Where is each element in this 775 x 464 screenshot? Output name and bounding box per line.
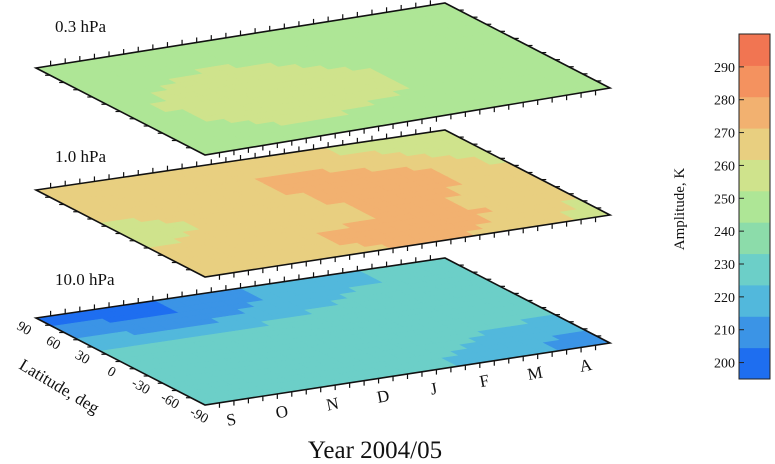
colorbar-tick-label: 200	[714, 357, 735, 372]
layer-label-0.3-hpa: 0.3 hPa	[55, 17, 106, 36]
colorbar-swatch	[739, 34, 770, 66]
colorbar-swatch	[739, 253, 770, 286]
x-axis-label: Year 2004/05	[308, 437, 442, 464]
layer-surface-2	[33, 255, 613, 408]
y-tick-label: -90	[187, 405, 211, 427]
colorbar-tick-label: 240	[714, 225, 735, 240]
y-tick-label: 30	[72, 348, 92, 368]
colorbar-tick-label: 230	[714, 258, 735, 273]
y-axis-label: Latitude, deg	[16, 355, 103, 418]
layer-label-10.0-hpa: 10.0 hPa	[55, 270, 115, 289]
colorbar: 200 210 220 230 240 250 260 270 280 290	[714, 33, 771, 380]
colorbar-tick-label: 260	[714, 159, 735, 174]
y-tick-label: 60	[43, 333, 63, 353]
colorbar-swatch	[739, 222, 770, 255]
colorbar-frame	[738, 33, 771, 380]
y-tick-label: 90	[14, 319, 34, 339]
x-tick-label: N	[325, 394, 341, 415]
colorbar-tick-label: 290	[714, 61, 735, 76]
layers-group	[33, 0, 613, 408]
layer-surface-0	[33, 0, 613, 158]
x-tick-label: F	[478, 371, 491, 391]
colorbar-swatch	[739, 96, 770, 129]
layer-label-1.0-hpa: 1.0 hPa	[55, 147, 106, 166]
x-tick-label: O	[274, 401, 290, 422]
colorbar-tick-label: 210	[714, 324, 735, 339]
y-tick-label: -60	[158, 390, 182, 412]
colorbar-swatch	[739, 128, 770, 160]
colorbar-tick-label: 250	[714, 192, 735, 207]
x-tick-labels: S O N D J F M A	[225, 355, 594, 430]
colorbar-swatch	[739, 284, 770, 317]
x-tick-label: A	[578, 355, 594, 376]
x-tick-label: J	[429, 379, 439, 399]
x-tick-label: D	[375, 386, 391, 407]
x-tick-label: S	[225, 409, 238, 429]
colorbar-swatch	[739, 190, 770, 223]
colorbar-label: Amplitude, K	[672, 168, 688, 251]
colorbar-swatch	[739, 316, 770, 349]
colorbar-tick-label: 280	[714, 94, 735, 109]
y-tick-label: 0	[104, 364, 118, 380]
colorbar-swatch	[739, 65, 770, 98]
colorbar-swatch	[739, 159, 770, 192]
x-tick-label: M	[526, 362, 544, 384]
layer-surface-1	[33, 127, 613, 280]
colorbar-swatch	[739, 347, 770, 380]
colorbar-tick-label: 220	[714, 291, 735, 306]
y-tick-label: -30	[129, 376, 153, 398]
colorbar-tick-label: 270	[714, 127, 735, 142]
